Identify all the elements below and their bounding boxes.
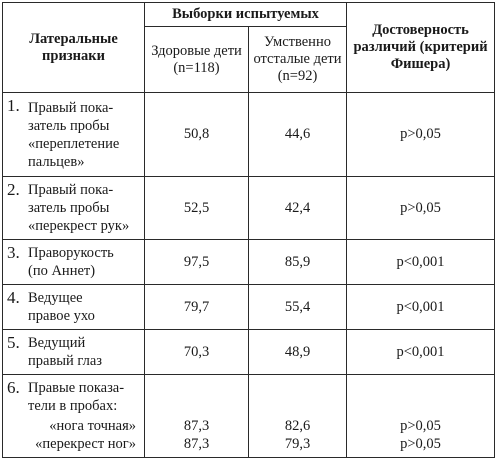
feature-cell: 2. Правый пока- затель пробы «перекрест … [2, 176, 145, 240]
feature-line: затель пробы [28, 200, 110, 216]
row-number: 2. [7, 180, 20, 199]
healthy-value: 87,3 [183, 418, 210, 434]
retarded-values: 82,6 79,3 [247, 374, 348, 458]
significance-value: p>0,05 [346, 176, 496, 240]
row-number: 6. [7, 378, 20, 397]
healthy-value: 50,8 [144, 92, 249, 177]
significance-value: p<0,001 [346, 284, 496, 330]
header-row-bottom: Здоровые дети (n=118) Умственно отсталые… [3, 26, 495, 93]
healthy-values: 87,3 87,3 [144, 374, 249, 458]
significance-value: p>0,05 [400, 436, 441, 452]
feature-line: «перекрест рук» [28, 218, 130, 234]
feature-line: затель пробы [28, 117, 110, 134]
significance-value: p>0,05 [346, 92, 496, 177]
header-row-top: Латеральные признаки Выборки испытуемых … [2, 2, 496, 93]
healthy-value: 52,5 [144, 176, 249, 240]
healthy-value: 87,3 [183, 436, 210, 452]
retarded-value: 85,9 [247, 239, 348, 285]
significance-value: p<0,001 [346, 239, 496, 285]
feature-cell: 6. Правые показа- тели в пробах: «нога т… [2, 374, 145, 458]
feature-line: Ведущий [28, 335, 86, 351]
table-row: 5. Ведущий правый глаз 70,3 48,9 p<0,001 [2, 329, 496, 375]
header-features: Латеральные признаки [2, 2, 145, 93]
feature-cell: 5. Ведущий правый глаз [2, 329, 145, 375]
feature-line: Правые показа- [28, 380, 125, 396]
header-healthy: Здоровые дети (n=118) [144, 26, 249, 93]
feature-cell: 3. Праворукость (по Аннет) [2, 239, 145, 285]
header-retarded: Умственно отсталые дети (n=92) [247, 26, 348, 93]
healthy-value: 97,5 [144, 239, 249, 285]
healthy-value: 70,3 [144, 329, 249, 375]
significance-values: p>0,05 p>0,05 [346, 374, 496, 458]
feature-line: тели в пробах: [28, 398, 118, 414]
table-row: 6. Правые показа- тели в пробах: «нога т… [2, 374, 496, 458]
subtest-label: «нога точная» [49, 418, 136, 434]
retarded-value: 48,9 [247, 329, 348, 375]
row-number: 4. [7, 288, 20, 307]
retarded-value: 79,3 [284, 436, 311, 452]
table-row: 3. Праворукость (по Аннет) 97,5 85,9 p<0… [2, 239, 496, 285]
feature-line: пальцев» [28, 153, 85, 170]
row-number: 5. [7, 333, 20, 352]
feature-line: Ведущее [28, 290, 83, 306]
header-significance: Достоверность различий (критерий Фишера) [346, 2, 496, 93]
feature-cell: 4. Ведущее правое ухо [2, 284, 145, 330]
retarded-value: 44,6 [247, 92, 348, 177]
feature-line: Правый пока- [28, 99, 114, 116]
feature-line: правый глаз [28, 353, 103, 369]
feature-line: правое ухо [28, 308, 95, 324]
row-number: 3. [7, 243, 20, 262]
row-number: 1. [7, 96, 20, 115]
feature-line: Правый пока- [28, 182, 114, 198]
feature-line: Праворукость [28, 245, 114, 261]
feature-line: «переплетение [28, 135, 120, 152]
header-samples-group: Выборки испытуемых [143, 2, 348, 27]
significance-value: p<0,001 [346, 329, 496, 375]
table-row: 2. Правый пока- затель пробы «перекрест … [2, 176, 496, 240]
subtest-label: «перекрест ног» [35, 436, 136, 452]
healthy-value: 79,7 [144, 284, 249, 330]
retarded-value: 55,4 [247, 284, 348, 330]
feature-cell: 1. Правый пока- затель пробы «переплетен… [2, 92, 145, 177]
retarded-value: 82,6 [284, 418, 311, 434]
significance-value: p>0,05 [400, 418, 441, 434]
table-row: 1. Правый пока- затель пробы «переплетен… [2, 92, 496, 177]
feature-line: (по Аннет) [28, 263, 96, 279]
retarded-value: 42,4 [247, 176, 348, 240]
table-row: 4. Ведущее правое ухо 79,7 55,4 p<0,001 [2, 284, 496, 330]
